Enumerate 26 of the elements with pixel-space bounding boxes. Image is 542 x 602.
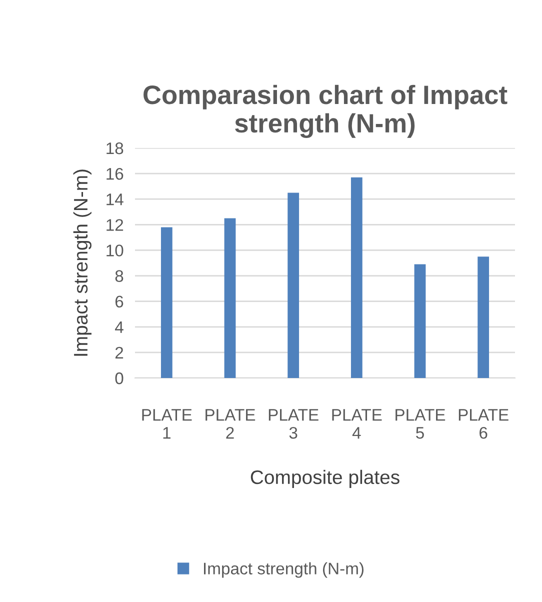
x-tick-label: PLATE 1 — [142, 409, 192, 439]
y-axis-title: Impact strength (N-m) — [73, 170, 92, 356]
y-tick-label: 2 — [115, 346, 124, 358]
x-axis-title: Composite plates — [250, 470, 400, 488]
y-tick-label: 4 — [115, 321, 124, 333]
y-tick-label: 8 — [115, 270, 124, 282]
legend-label: Impact strength (N-m) — [204, 562, 364, 578]
bar — [478, 256, 490, 378]
bar — [414, 264, 426, 378]
y-tick-label: 12 — [106, 219, 124, 231]
chart-title: Comparasion chart of Impact strength (N-m) — [144, 84, 508, 138]
y-tick-label: 0 — [115, 372, 124, 384]
x-tick-label: PLATE 4 — [332, 409, 382, 439]
bar — [160, 227, 172, 378]
x-tick-label: PLATE 3 — [268, 409, 318, 439]
y-tick-label: 16 — [106, 168, 124, 180]
x-tick-label: PLATE 5 — [396, 409, 446, 439]
bar — [224, 218, 236, 378]
y-tick-label: 10 — [106, 244, 124, 256]
x-tick-label: PLATE 2 — [206, 409, 256, 439]
bar — [350, 177, 362, 378]
x-tick-label: PLATE 6 — [458, 409, 508, 439]
y-tick-label: 6 — [115, 296, 124, 308]
bar — [288, 192, 300, 378]
y-tick-label: 14 — [106, 194, 124, 206]
y-tick-label: 18 — [106, 142, 124, 154]
